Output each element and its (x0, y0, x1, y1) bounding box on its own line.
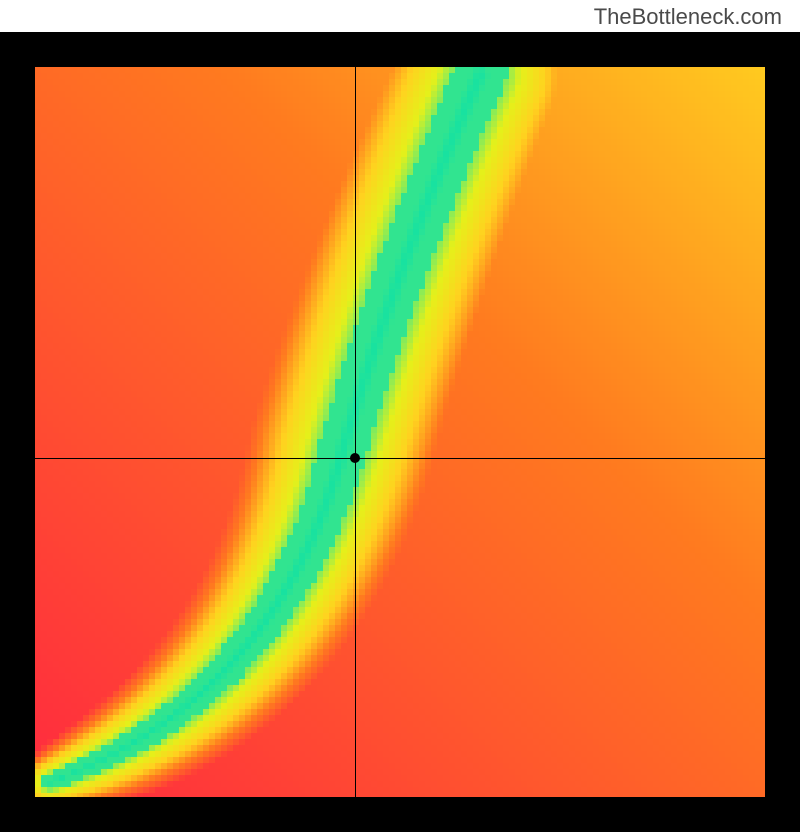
plot-border-bottom (0, 797, 800, 832)
plot-border-top (0, 32, 800, 67)
crosshair-vertical (355, 67, 356, 797)
heatmap-canvas (35, 67, 765, 797)
plot-border-right (765, 32, 800, 832)
plot-border-left (0, 32, 35, 832)
selection-marker (350, 453, 360, 463)
watermark-text: TheBottleneck.com (594, 4, 782, 30)
crosshair-horizontal (35, 458, 765, 459)
chart-container: TheBottleneck.com (0, 0, 800, 800)
